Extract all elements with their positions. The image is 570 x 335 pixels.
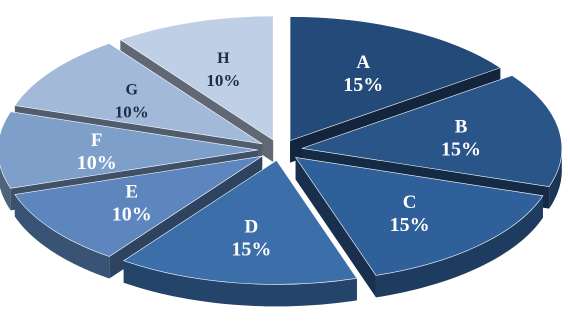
slice-label-f: F bbox=[91, 130, 103, 151]
slice-value-h: 10% bbox=[206, 71, 240, 90]
slice-value-a: 15% bbox=[343, 74, 383, 96]
pie-slice-f-top bbox=[0, 111, 258, 189]
slice-label-a: A bbox=[356, 52, 370, 73]
pie-slice-d bbox=[123, 159, 358, 307]
slice-label-e: E bbox=[125, 181, 138, 202]
slice-value-c: 15% bbox=[390, 214, 430, 236]
pie-slice-c bbox=[294, 157, 544, 298]
pie-slice-e-rim bbox=[14, 194, 110, 279]
slice-value-g: 10% bbox=[115, 103, 149, 122]
pie-slice-e-top bbox=[14, 155, 263, 257]
slice-label-c: C bbox=[403, 192, 417, 213]
slice-label-d: D bbox=[244, 216, 258, 237]
pie-slice-c-wall-end bbox=[295, 157, 376, 298]
slice-label-b: B bbox=[455, 116, 468, 137]
pie-slice-c-top bbox=[294, 157, 544, 276]
pie-slice-c-rim bbox=[375, 195, 543, 298]
pie-slice-d-top bbox=[123, 159, 358, 285]
pie-slice-a-top bbox=[289, 16, 502, 142]
pie-slice-b-top bbox=[301, 75, 563, 187]
pie-slice-b-rim bbox=[549, 146, 562, 209]
pie-slice-d-rim bbox=[123, 260, 357, 307]
slice-label-g: G bbox=[125, 82, 138, 99]
slice-value-b: 15% bbox=[441, 138, 481, 160]
pie-slice-h-top bbox=[119, 15, 274, 141]
slice-value-f: 10% bbox=[77, 152, 117, 174]
slice-value-e: 10% bbox=[112, 203, 152, 225]
pie-slice-e bbox=[14, 155, 263, 279]
pie-slice-f-rim bbox=[0, 165, 11, 211]
pie-slice-g-top bbox=[14, 43, 263, 145]
slice-value-d: 15% bbox=[231, 238, 271, 260]
slice-label-h: H bbox=[217, 50, 230, 67]
